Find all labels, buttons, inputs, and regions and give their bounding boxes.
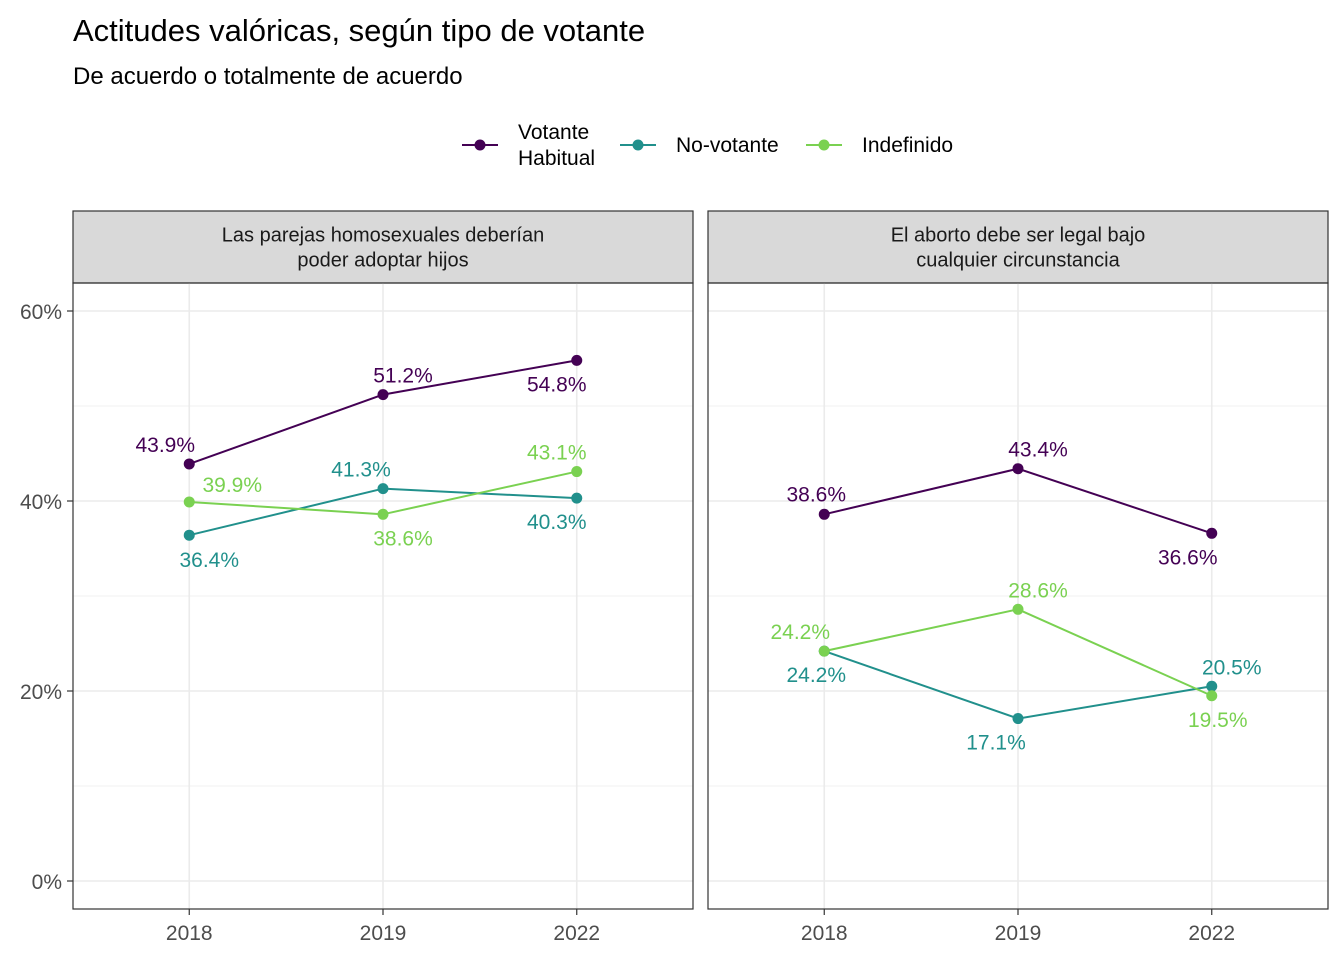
data-label: 43.1% bbox=[527, 442, 587, 465]
data-point bbox=[183, 529, 195, 541]
data-label: 38.6% bbox=[786, 483, 846, 506]
data-point bbox=[183, 458, 195, 470]
data-label: 40.3% bbox=[527, 511, 587, 534]
data-point bbox=[818, 508, 830, 520]
data-point bbox=[1012, 713, 1024, 725]
data-label: 54.8% bbox=[527, 373, 587, 396]
data-label: 38.6% bbox=[373, 527, 433, 550]
y-tick-label: 40% bbox=[20, 491, 62, 514]
data-label: 28.6% bbox=[1008, 579, 1068, 602]
data-point bbox=[1012, 463, 1024, 475]
data-label: 43.4% bbox=[1008, 439, 1068, 462]
legend-label: No-votante bbox=[676, 134, 779, 157]
data-point bbox=[377, 389, 389, 401]
y-tick-label: 60% bbox=[20, 301, 62, 324]
facet-strip bbox=[72, 210, 694, 284]
data-point bbox=[377, 508, 389, 520]
data-label: 24.2% bbox=[770, 621, 830, 644]
x-tick-label: 2019 bbox=[995, 922, 1042, 945]
data-point bbox=[571, 354, 583, 366]
chart-subtitle: De acuerdo o totalmente de acuerdo bbox=[73, 63, 463, 90]
y-tick-label: 20% bbox=[20, 681, 62, 704]
data-point bbox=[571, 492, 583, 504]
data-point bbox=[818, 645, 830, 657]
x-tick-label: 2018 bbox=[801, 922, 848, 945]
x-tick-label: 2019 bbox=[360, 922, 407, 945]
legend-label: Votante bbox=[518, 121, 589, 144]
data-label: 19.5% bbox=[1188, 709, 1248, 732]
data-point bbox=[377, 483, 389, 495]
legend-key-point bbox=[632, 139, 644, 151]
legend-key-point bbox=[474, 139, 486, 151]
facet-strip-label: Las parejas homosexuales deberían bbox=[222, 225, 544, 247]
facet-panel: Las parejas homosexuales deberían poder a… bbox=[20, 210, 694, 945]
data-label: 20.5% bbox=[1202, 656, 1262, 679]
data-label: 17.1% bbox=[966, 732, 1026, 755]
x-tick-label: 2022 bbox=[1188, 922, 1235, 945]
x-tick-label: 2018 bbox=[166, 922, 213, 945]
chart-title: Actitudes valóricas, según tipo de votan… bbox=[73, 13, 645, 48]
data-point bbox=[1206, 527, 1218, 539]
data-point bbox=[571, 466, 583, 478]
data-label: 43.9% bbox=[135, 434, 195, 457]
data-point bbox=[1206, 680, 1218, 692]
data-point bbox=[1012, 603, 1024, 615]
data-point bbox=[1206, 690, 1218, 702]
legend-key-point bbox=[818, 139, 830, 151]
facet-strip-label: cualquier circunstancia bbox=[916, 250, 1120, 272]
data-label: 39.9% bbox=[202, 474, 262, 497]
facet-panel: El aborto debe ser legal bajo cualquier c… bbox=[707, 210, 1329, 945]
data-label: 41.3% bbox=[331, 459, 391, 482]
panels: Las parejas homosexuales deberían poder a… bbox=[20, 210, 1329, 945]
data-label: 51.2% bbox=[373, 365, 433, 388]
x-tick-label: 2022 bbox=[553, 922, 600, 945]
data-label: 24.2% bbox=[786, 664, 846, 687]
y-tick-label: 0% bbox=[32, 871, 62, 894]
legend-label: Habitual bbox=[518, 147, 595, 170]
legend: Votante Habitual No-votante Indefinido bbox=[462, 121, 953, 170]
facet-strip bbox=[707, 210, 1329, 284]
data-label: 36.4% bbox=[179, 549, 239, 572]
facet-strip-label: poder adoptar hijos bbox=[297, 250, 468, 272]
data-label: 36.6% bbox=[1158, 546, 1218, 569]
facet-strip-label: El aborto debe ser legal bajo bbox=[891, 225, 1146, 247]
data-point bbox=[183, 496, 195, 508]
legend-label: Indefinido bbox=[862, 134, 953, 157]
